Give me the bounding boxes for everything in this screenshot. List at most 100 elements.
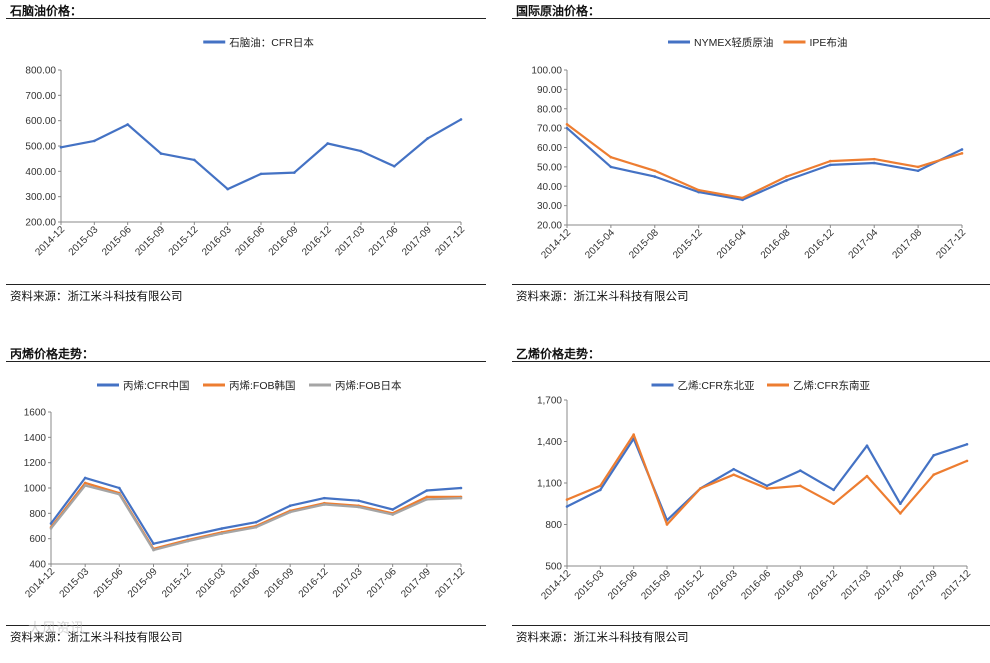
crude-oil-panel: 国际原油价格： 20.00 30.00 40.00 50.00 60.00 70.00 80… bbox=[512, 0, 990, 320]
x-tick-label: 2014-12 bbox=[33, 224, 67, 258]
data-point bbox=[916, 169, 920, 173]
divider bbox=[512, 284, 990, 285]
data-point bbox=[965, 442, 969, 446]
data-point bbox=[391, 513, 394, 516]
x-tick-label: 2017-04 bbox=[847, 227, 881, 261]
x-tick-label: 2016-12 bbox=[300, 224, 334, 258]
legend-label: 丙烯:FOB日本 bbox=[335, 379, 402, 392]
x-tick-label: 2016-03 bbox=[194, 566, 228, 600]
data-point bbox=[872, 157, 876, 161]
y-tick-label: 40.00 bbox=[537, 182, 562, 193]
legend: 乙烯:CFR东北亚 乙烯:CFR东南亚 bbox=[651, 379, 870, 392]
data-point bbox=[565, 498, 569, 501]
data-point bbox=[785, 175, 788, 178]
x-tick-label: 2016-06 bbox=[739, 568, 773, 602]
data-point bbox=[665, 523, 669, 526]
y-tick-label: 60.00 bbox=[537, 143, 562, 154]
divider bbox=[6, 284, 486, 285]
y-tick-label: 600.00 bbox=[25, 116, 56, 127]
x-tick-label: 2016-06 bbox=[233, 224, 267, 258]
data-point bbox=[459, 118, 463, 121]
data-point bbox=[118, 493, 121, 496]
x-tick-label: 2017-08 bbox=[891, 227, 925, 261]
data-point bbox=[865, 474, 869, 478]
y-tick-label: 1400 bbox=[24, 433, 47, 444]
data-point bbox=[565, 122, 569, 126]
y-tick-label: 80.00 bbox=[537, 104, 562, 115]
divider bbox=[512, 361, 990, 362]
x-tick-label: 2016-09 bbox=[263, 566, 297, 600]
data-point bbox=[425, 498, 429, 501]
y-tick-label: 1,700 bbox=[537, 396, 562, 407]
data-point bbox=[326, 142, 329, 145]
x-tick-label: 2015-03 bbox=[58, 566, 92, 600]
x-tick-label: 2014-12 bbox=[539, 568, 573, 602]
data-point bbox=[152, 542, 155, 546]
x-tick-label: 2015-12 bbox=[160, 566, 194, 600]
data-point bbox=[765, 487, 769, 490]
data-point bbox=[254, 525, 258, 529]
y-tick-label: 500.00 bbox=[25, 142, 56, 153]
data-point bbox=[960, 148, 964, 151]
data-point bbox=[323, 503, 326, 506]
legend-label: 乙烯:CFR东南亚 bbox=[793, 379, 870, 392]
y-tick-label: 700.00 bbox=[25, 91, 56, 102]
data-point bbox=[152, 548, 155, 552]
data-point bbox=[697, 188, 700, 192]
data-point bbox=[609, 165, 613, 169]
x-tick-label: 2014-12 bbox=[23, 566, 57, 600]
ethylene-panel: 乙烯价格走势： 500 800 1,100 1,400 1,700 2014-12 2015… bbox=[512, 343, 990, 663]
x-tick-label: 2015-12 bbox=[673, 568, 707, 602]
y-tick-label: 800.00 bbox=[25, 66, 56, 77]
data-point bbox=[732, 473, 735, 476]
source-note: 资料来源：浙江米斗科技有限公司 bbox=[10, 289, 183, 303]
data-point bbox=[829, 163, 832, 167]
y-tick-label: 200.00 bbox=[25, 218, 56, 229]
y-tick-label: 500 bbox=[545, 562, 562, 573]
naphtha-chart: 200.00 300.00 400.00 500.00 600.00 700.00 800.… bbox=[25, 36, 467, 258]
data-point bbox=[799, 469, 802, 472]
data-point bbox=[288, 510, 292, 514]
x-tick-label: 2017-09 bbox=[906, 568, 940, 602]
x-tick-label: 2017-09 bbox=[399, 566, 433, 600]
x-tick-label: 2015-06 bbox=[100, 224, 134, 258]
data-point bbox=[226, 187, 229, 191]
data-point bbox=[565, 126, 569, 130]
data-point bbox=[83, 484, 87, 487]
x-tick-label: 2015-09 bbox=[126, 566, 160, 600]
data-point bbox=[599, 488, 602, 492]
source-note: 资料来源：浙江米斗科技有限公司 bbox=[516, 289, 689, 303]
data-point bbox=[259, 172, 263, 176]
naphtha-panel: 石脑油价格： 200.00 300.00 400.00 500.00 600.00 700… bbox=[6, 0, 486, 320]
data-point bbox=[653, 169, 657, 173]
x-tick-label: 2017-12 bbox=[934, 227, 968, 261]
data-point bbox=[765, 484, 769, 488]
x-tick-label: 2016-03 bbox=[200, 224, 234, 258]
data-point bbox=[357, 505, 360, 509]
data-point bbox=[393, 164, 396, 168]
x-tick-label: 2015-12 bbox=[167, 224, 201, 258]
legend-label: 石脑油：CFR日本 bbox=[229, 36, 314, 49]
data-point bbox=[425, 495, 429, 499]
series-line bbox=[566, 127, 963, 201]
x-tick-label: 2014-12 bbox=[539, 227, 573, 261]
x-tick-label: 2016-08 bbox=[759, 227, 793, 261]
x-tick-label: 2017-12 bbox=[433, 224, 467, 258]
legend-label: NYMEX轻质原油 bbox=[694, 36, 773, 49]
y-tick-label: 20.00 bbox=[537, 221, 562, 232]
data-point bbox=[459, 496, 463, 500]
source-note: 资料来源：浙江米斗科技有限公司 bbox=[516, 630, 689, 644]
data-point bbox=[872, 161, 876, 165]
y-tick-label: 300.00 bbox=[25, 192, 56, 203]
data-point bbox=[220, 532, 224, 535]
x-tick-label: 2017-06 bbox=[365, 566, 399, 600]
data-point bbox=[59, 145, 63, 149]
data-point bbox=[93, 139, 96, 143]
x-tick-label: 2015-03 bbox=[573, 568, 607, 602]
y-tick-label: 1200 bbox=[24, 458, 47, 469]
y-tick-label: 800 bbox=[545, 520, 562, 531]
x-tick-label: 2015-06 bbox=[92, 566, 126, 600]
data-point bbox=[357, 499, 360, 502]
data-point bbox=[832, 502, 835, 506]
data-point bbox=[49, 522, 53, 525]
